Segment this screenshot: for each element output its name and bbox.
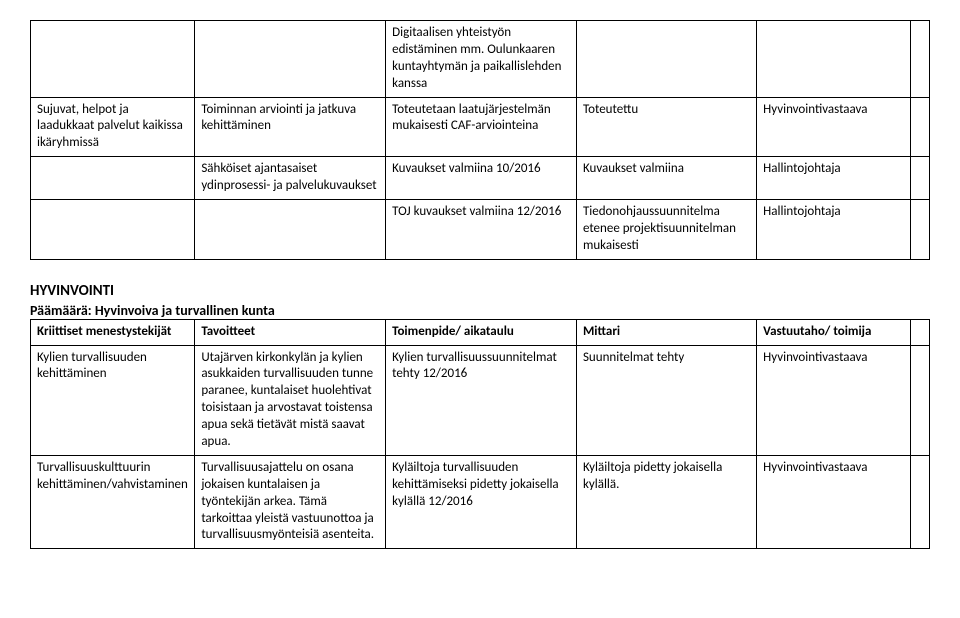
col-header: Toimenpide/ aikataulu [386,319,577,345]
cell: Utajärven kirkonkylän ja kylien asukkaid… [195,345,386,455]
cell: Tiedonohjaussuunnitelma etenee projektis… [576,200,756,260]
cell: Hallintojohtaja [757,157,911,200]
cell [757,21,911,98]
cell [31,200,195,260]
table-row: Turvallisuuskulttuurin kehittäminen/vahv… [31,455,930,548]
table-top: Digitaalisen yhteistyön edistäminen mm. … [30,20,930,260]
cell [195,21,386,98]
cell: Hallintojohtaja [757,200,911,260]
cell: Kyläiltoja turvallisuuden kehittämiseksi… [386,455,577,548]
table-row: TOJ kuvaukset valmiina 12/2016 Tiedonohj… [31,200,930,260]
cell [910,157,929,200]
table-row: Sähköiset ajantasaiset ydinprosessi- ja … [31,157,930,200]
cell: Kuvaukset valmiina 10/2016 [386,157,577,200]
cell [910,21,929,98]
cell: Kylien turvallisuuden kehittäminen [31,345,195,455]
cell: Toiminnan arviointi ja jatkuva kehittämi… [195,97,386,157]
cell: Hyvinvointivastaava [757,345,911,455]
col-header: Kriittiset menestystekijät [31,319,195,345]
cell [31,157,195,200]
table-row: Sujuvat, helpot ja laadukkaat palvelut k… [31,97,930,157]
cell: Digitaalisen yhteistyön edistäminen mm. … [386,21,577,98]
cell: Hyvinvointivastaava [757,97,911,157]
section-heading: HYVINVOINTI [30,282,930,300]
cell [31,21,195,98]
cell [910,97,929,157]
cell: Hyvinvointivastaava [757,455,911,548]
cell [910,345,929,455]
table-bottom: Kriittiset menestystekijät Tavoitteet To… [30,319,930,550]
cell: Sujuvat, helpot ja laadukkaat palvelut k… [31,97,195,157]
cell: Kyläiltoja pidetty jokaisella kylällä. [576,455,756,548]
col-header: Tavoitteet [195,319,386,345]
cell: Kuvaukset valmiina [576,157,756,200]
cell: Turvallisuuskulttuurin kehittäminen/vahv… [31,455,195,548]
cell [910,200,929,260]
section-subheading: Päämäärä: Hyvinvoiva ja turvallinen kunt… [30,302,930,319]
cell: Turvallisuusajattelu on osana jokaisen k… [195,455,386,548]
cell: Toteutetaan laatujärjestelmän mukaisesti… [386,97,577,157]
cell [576,21,756,98]
cell [910,455,929,548]
cell: Toteutettu [576,97,756,157]
cell: TOJ kuvaukset valmiina 12/2016 [386,200,577,260]
table-header-row: Kriittiset menestystekijät Tavoitteet To… [31,319,930,345]
col-header [910,319,929,345]
cell [195,200,386,260]
table-row: Digitaalisen yhteistyön edistäminen mm. … [31,21,930,98]
col-header: Mittari [576,319,756,345]
col-header: Vastuutaho/ toimija [757,319,911,345]
cell: Kylien turvallisuussuunnitelmat tehty 12… [386,345,577,455]
cell: Sähköiset ajantasaiset ydinprosessi- ja … [195,157,386,200]
cell: Suunnitelmat tehty [576,345,756,455]
table-row: Kylien turvallisuuden kehittäminen Utajä… [31,345,930,455]
